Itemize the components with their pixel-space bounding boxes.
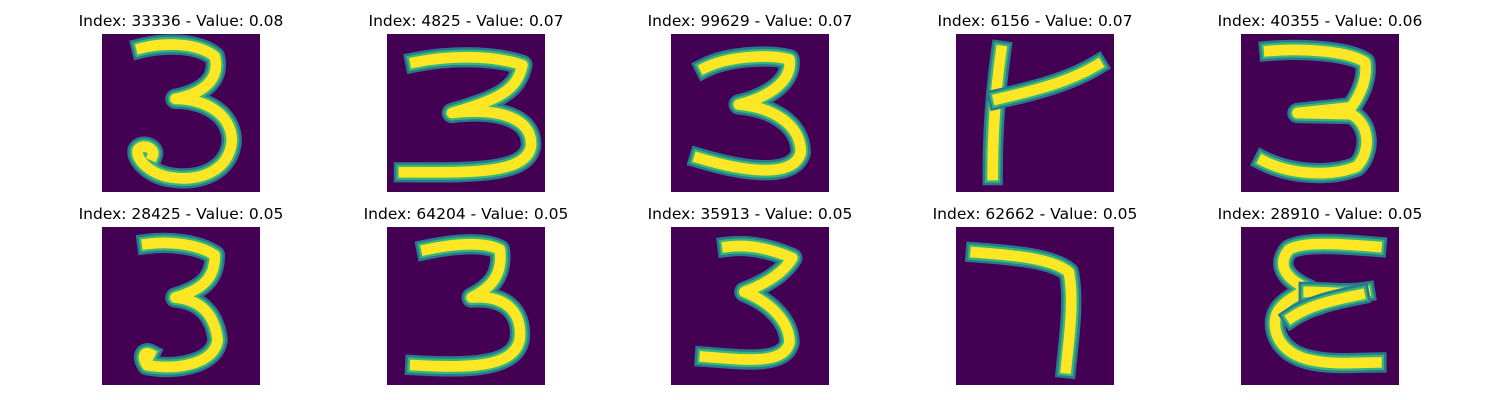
digit-image <box>671 227 829 385</box>
digit-image <box>956 227 1114 385</box>
digit-panel: Index: 64204 - Value: 0.05 <box>346 203 586 385</box>
digit-image <box>1241 227 1399 385</box>
digit-image <box>956 34 1114 192</box>
digit-image <box>102 34 260 192</box>
panel-title: Index: 40355 - Value: 0.06 <box>1217 12 1423 30</box>
panel-title: Index: 33336 - Value: 0.08 <box>78 12 284 30</box>
digit-panel: Index: 28425 - Value: 0.05 <box>61 203 301 385</box>
digit-stroke <box>969 246 1077 374</box>
digit-image <box>387 227 545 385</box>
digit-panel: Index: 28910 - Value: 0.05 <box>1200 203 1440 385</box>
digit-stroke <box>398 51 537 178</box>
digit-image <box>1241 34 1399 192</box>
digit-stroke <box>699 240 798 365</box>
digit-panel: Index: 35913 - Value: 0.05 <box>630 203 870 385</box>
digit-stroke <box>1269 238 1383 369</box>
digit-panel: Index: 62662 - Value: 0.05 <box>915 203 1155 385</box>
digit-stroke <box>991 57 1105 106</box>
digit-panel: Index: 99629 - Value: 0.07 <box>630 10 870 192</box>
panel-title: Index: 62662 - Value: 0.05 <box>932 205 1138 223</box>
digit-image <box>102 227 260 385</box>
digit-stroke <box>987 44 1008 181</box>
digit-panel: Index: 6156 - Value: 0.07 <box>915 10 1155 192</box>
panel-title: Index: 4825 - Value: 0.07 <box>368 12 564 30</box>
digit-image <box>671 34 829 192</box>
digit-stroke <box>1256 44 1372 179</box>
digit-panel: Index: 33336 - Value: 0.08 <box>61 10 301 192</box>
digit-stroke <box>138 237 224 373</box>
panel-title: Index: 64204 - Value: 0.05 <box>363 205 569 223</box>
digit-stroke <box>1284 288 1366 325</box>
panel-title: Index: 28425 - Value: 0.05 <box>78 205 284 223</box>
panel-title: Index: 28910 - Value: 0.05 <box>1217 205 1423 223</box>
digit-stroke <box>132 39 238 184</box>
digit-panel: Index: 40355 - Value: 0.06 <box>1200 10 1440 192</box>
digit-stroke <box>692 51 807 176</box>
panel-title: Index: 6156 - Value: 0.07 <box>937 12 1133 30</box>
digit-panel: Index: 4825 - Value: 0.07 <box>346 10 586 192</box>
digit-image <box>387 34 545 192</box>
digit-stroke <box>409 238 526 372</box>
panel-title: Index: 99629 - Value: 0.07 <box>647 12 853 30</box>
panel-title: Index: 35913 - Value: 0.05 <box>647 205 853 223</box>
